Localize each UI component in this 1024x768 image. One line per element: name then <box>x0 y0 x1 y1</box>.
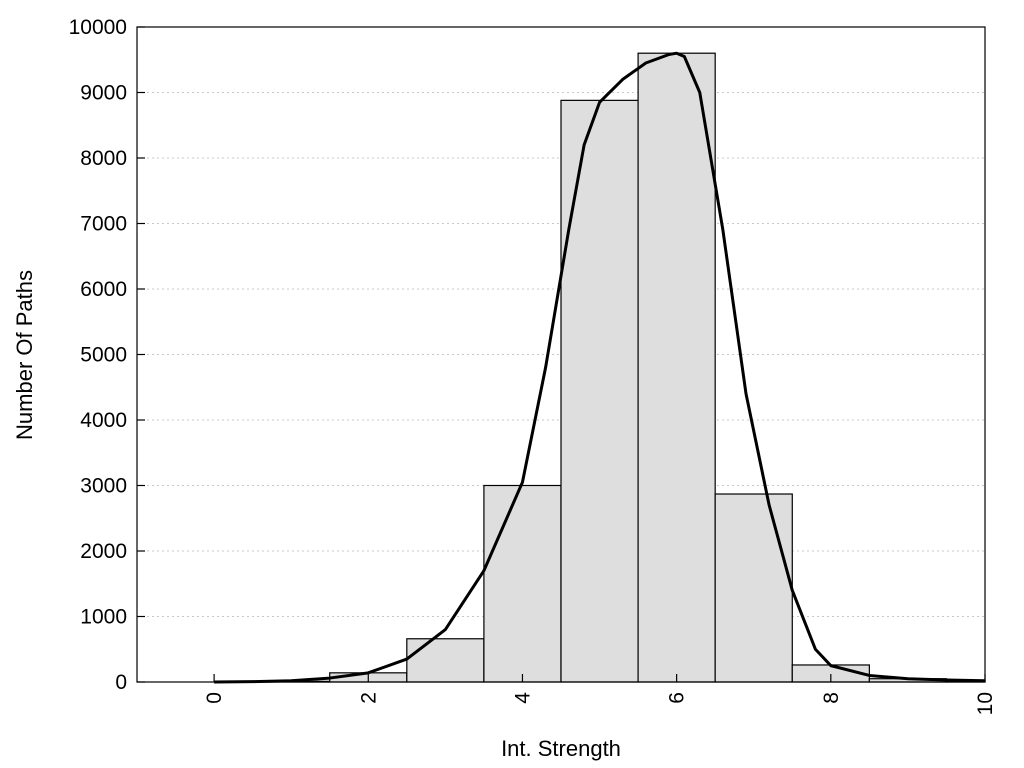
x-tick-label-8: 8 <box>820 692 843 704</box>
y-tick-label-1000: 1000 <box>80 606 127 629</box>
x-tick-label-6: 6 <box>666 692 689 704</box>
bar-6 <box>637 52 716 683</box>
density-curve <box>214 51 986 684</box>
x-tick-label-2: 2 <box>357 692 380 704</box>
x-tick-label-4: 4 <box>511 692 534 704</box>
bar-4 <box>483 484 562 683</box>
y-tick-label-0: 0 <box>115 671 127 694</box>
y-axis-label: Number Of Paths <box>12 270 37 440</box>
y-tick-label-6000: 6000 <box>80 278 127 301</box>
y-tick-label-9000: 9000 <box>80 82 127 105</box>
y-tick-label-10000: 10000 <box>69 16 127 39</box>
bar-5 <box>560 99 639 683</box>
y-tick-label-8000: 8000 <box>80 147 127 170</box>
x-axis-label: Int. Strength <box>501 736 621 761</box>
y-axis-ticks: 0 1000 2000 3000 4000 5000 6000 7000 8000 9000 100… <box>69 16 145 694</box>
bar-7 <box>714 493 793 683</box>
bars <box>252 52 986 683</box>
y-tick-label-4000: 4000 <box>80 409 127 432</box>
y-tick-label-7000: 7000 <box>80 213 127 236</box>
y-tick-label-5000: 5000 <box>80 344 127 367</box>
y-tick-label-2000: 2000 <box>80 540 127 563</box>
y-tick-label-3000: 3000 <box>80 475 127 498</box>
curve-line <box>214 51 986 684</box>
x-tick-label-0: 0 <box>203 692 226 704</box>
grid-lines <box>137 92 985 617</box>
x-tick-label-10: 10 <box>974 692 997 715</box>
bar-3 <box>406 638 485 683</box>
x-axis-ticks: 0 2 4 6 8 10 <box>203 674 997 715</box>
